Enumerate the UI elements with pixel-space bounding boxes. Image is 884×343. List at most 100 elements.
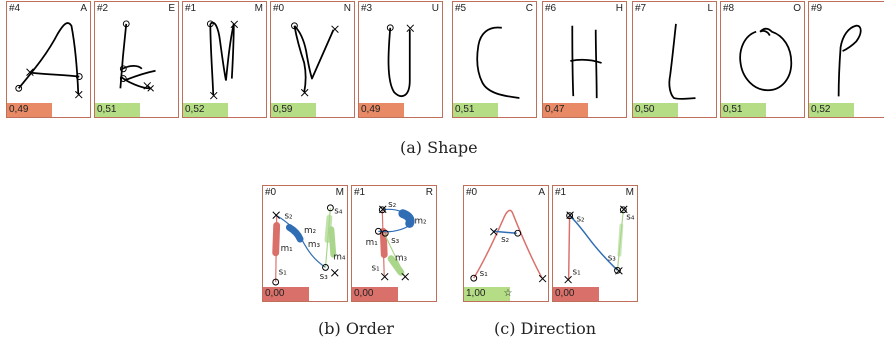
shape-card: #7 L 0,50	[632, 1, 717, 118]
shape-card: #4 A 0,49	[6, 1, 91, 118]
order-card: #0 M s₁ s₂ s₃ s₄ m₁ m₂ m₃ m₄ 0,00	[262, 185, 348, 302]
card-id: #4	[9, 3, 21, 14]
card-id: #9	[811, 3, 823, 14]
label-m2: m₂	[304, 226, 316, 236]
score-value: 0,00	[354, 288, 374, 299]
handwritten-letter-n	[291, 22, 339, 97]
shape-card: #2 E 0,51	[94, 1, 179, 118]
card-id: #1	[354, 187, 366, 198]
card-letter: H	[615, 3, 623, 14]
card-letter: L	[707, 3, 713, 14]
score-value: 0,49	[361, 104, 381, 115]
label-m1: m₁	[281, 244, 294, 254]
direction-card: #0 A s₁ s₂ 1,00 ☆	[463, 185, 549, 302]
card-letter: M	[335, 187, 344, 198]
label-m3: m₃	[308, 240, 321, 250]
score-bar: 0,00	[352, 287, 398, 301]
handwritten-letter-l	[668, 23, 696, 100]
shape-card: #8 O 0,51	[720, 1, 805, 118]
score-bar: 0,00	[553, 287, 599, 301]
card-id: #8	[723, 3, 735, 14]
label-m2: m₂	[415, 216, 427, 226]
score-bar: 0,51	[721, 103, 766, 117]
card-id: #5	[455, 3, 467, 14]
score-value: 0,47	[545, 104, 565, 115]
label-s3: s₃	[608, 254, 617, 264]
card-letter: M	[254, 3, 263, 14]
score-bar: 0,59	[271, 103, 316, 117]
shape-card: #3 U 0,49	[358, 1, 443, 118]
handwritten-letter-p	[837, 24, 862, 97]
card-letter: R	[425, 187, 433, 198]
card-letter: O	[793, 3, 801, 14]
label-s1: s₁	[573, 267, 582, 277]
stroke-order-diagram-m: s₁ s₂ s₃ s₄ m₁ m₂ m₃ m₄	[272, 204, 346, 286]
label-s1: s₁	[480, 269, 489, 279]
card-id: #0	[466, 187, 478, 198]
score-bar: 0,49	[359, 103, 404, 117]
score-bar: 0,00	[263, 287, 309, 301]
label-s2: s₂	[501, 235, 509, 245]
card-letter: A	[538, 187, 545, 198]
handwritten-letter-c	[476, 26, 520, 99]
score-value: 0,59	[273, 104, 293, 115]
card-letter: U	[431, 3, 439, 14]
score-bar: 0,50	[633, 103, 678, 117]
label-s1: s₁	[372, 263, 381, 273]
score-value: 0,49	[9, 104, 29, 115]
caption-direction: (c) Direction	[494, 319, 597, 338]
label-s2: s₂	[284, 212, 292, 222]
card-letter: C	[525, 3, 533, 14]
shape-card: #5 C 0,51	[452, 1, 537, 118]
handwritten-letter-a	[15, 22, 83, 99]
label-m3: m₃	[395, 254, 408, 264]
card-letter: N	[343, 3, 351, 14]
card-id: #7	[635, 3, 647, 14]
score-bar: 0,52	[809, 103, 854, 117]
label-m4: m₄	[333, 253, 346, 263]
score-value: 0,00	[265, 288, 285, 299]
handwritten-letter-e	[119, 20, 156, 92]
handwritten-letter-h	[570, 25, 602, 99]
card-id: #1	[555, 187, 567, 198]
label-m1: m₁	[366, 238, 379, 248]
handwritten-letter-u	[386, 24, 415, 97]
score-value: 0,51	[723, 104, 743, 115]
score-bar: 0,51	[95, 103, 140, 117]
shape-card: #9 0,52	[808, 1, 884, 118]
card-id: #0	[273, 3, 285, 14]
card-letter: A	[80, 3, 87, 14]
label-s4: s₄	[626, 213, 635, 223]
card-letter: M	[625, 187, 634, 198]
handwritten-letter-o	[739, 27, 793, 92]
card-id: #2	[97, 3, 109, 14]
score-bar: 0,47	[543, 103, 588, 117]
card-id: #3	[361, 3, 373, 14]
handwritten-letter-m	[206, 20, 239, 100]
score-bar: 1,00 ☆	[464, 287, 513, 301]
star-icon: ☆	[503, 288, 513, 299]
label-s4: s₄	[334, 207, 343, 217]
score-bar: 0,51	[453, 103, 498, 117]
stroke-order-diagram-r: s₁ s₂ s₃ m₁ m₂ m₃	[366, 200, 427, 281]
caption-order: (b) Order	[318, 319, 394, 338]
label-s2: s₂	[388, 200, 396, 210]
label-s3: s₃	[391, 236, 400, 246]
score-bar: 0,52	[183, 103, 228, 117]
shape-card: #0 N 0,59	[270, 1, 355, 118]
label-s3: s₃	[320, 272, 329, 282]
score-value: 0,52	[811, 104, 831, 115]
stroke-direction-diagram-a: s₁ s₂	[470, 209, 547, 283]
score-value: 0,52	[185, 104, 205, 115]
score-value: 0,51	[97, 104, 117, 115]
score-value: 1,00	[466, 288, 486, 299]
score-value: 0,50	[635, 104, 655, 115]
shape-card: #1 M 0,52	[182, 1, 267, 118]
direction-card: #1 M s₁ s₂ s₃ s₄ 0,00	[552, 185, 638, 302]
score-value: 0,00	[555, 288, 575, 299]
stroke-direction-diagram-m: s₁ s₂ s₃ s₄	[564, 205, 635, 284]
label-s1: s₁	[279, 267, 288, 277]
score-value: 0,51	[455, 104, 475, 115]
card-letter: E	[168, 3, 175, 14]
caption-shape: (a) Shape	[400, 138, 478, 157]
